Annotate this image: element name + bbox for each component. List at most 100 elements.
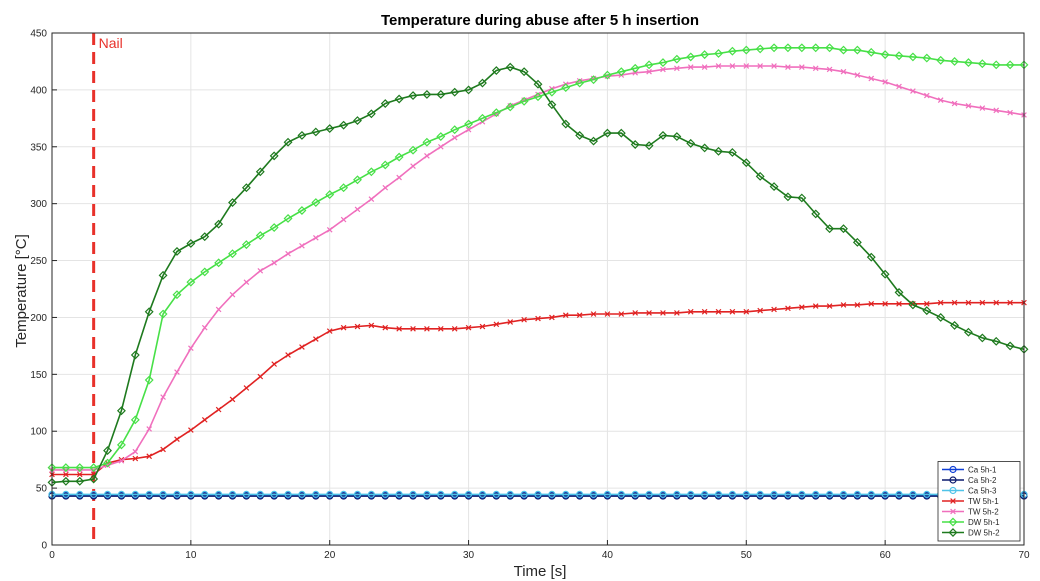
data-point [520,490,528,498]
data-point [464,85,474,95]
data-point [491,108,501,118]
data-point [797,193,807,203]
data-point [519,67,529,77]
data-point [576,312,583,318]
data-point [214,258,224,268]
data-point [424,325,430,332]
data-point [771,306,777,313]
data-point [380,99,390,108]
data-point [950,56,960,66]
data-point [89,474,99,484]
data-point [825,43,835,53]
data-point [146,453,153,460]
data-point [368,196,375,202]
axes: 0 10 20 30 40 50 60 70 0 50 100 150 200 250 300 350 400 4… [30,29,1030,562]
data-point [798,490,806,498]
data-point [741,45,751,55]
data-point [422,137,432,147]
data-point [297,130,307,140]
data-point [949,476,957,484]
data-point [660,310,666,316]
data-point [130,415,140,425]
series-dw-5h-1 [47,43,1029,473]
data-point [743,63,750,69]
data-point [839,45,848,55]
data-point [478,113,487,123]
data-point [951,299,958,306]
data-point [575,78,585,88]
data-point [505,62,515,72]
data-point [158,309,168,319]
data-point [285,250,291,257]
data-point [505,102,515,112]
series-plot-area [47,43,1029,500]
data-point [826,66,833,73]
data-point [382,184,389,191]
plot-frame [51,32,1025,546]
data-point [229,291,236,298]
data-point [256,490,264,498]
data-point [630,63,640,73]
data-point [284,490,292,498]
data-point [465,324,472,331]
data-point [408,91,418,101]
x-tick-label: 0 [49,550,55,561]
legend-entry: DW 5h-1 [942,517,1000,527]
y-tick-label: 150 [30,370,47,381]
data-point [200,267,210,277]
data-point [340,490,348,498]
data-point [311,198,321,207]
data-point [285,352,291,358]
data-point [923,490,931,498]
data-point [632,69,639,76]
data-point [241,240,251,250]
data-point [852,237,862,247]
data-point [451,325,458,332]
data-point [616,128,626,138]
data-point [784,490,792,498]
data-point [422,89,432,99]
data-point [521,316,527,323]
data-point [602,128,612,138]
data-point [451,134,458,141]
legend-label: TW 5h-2 [968,508,999,517]
data-point [950,320,960,330]
data-point [644,141,654,151]
data-point [882,300,888,307]
y-tick-label: 250 [30,256,47,267]
data-point [658,58,668,68]
data-point [90,490,98,498]
data-point [464,490,473,498]
data-point [700,143,710,153]
data-point [839,224,848,234]
x-tick-label: 10 [185,550,197,561]
data-point [117,490,126,498]
data-point [632,310,639,316]
data-point [89,463,99,473]
y-axis-title: Temperature [°C] [13,234,30,348]
data-point [618,311,625,317]
data-point [936,312,946,322]
data-point [354,323,361,330]
data-point [937,97,944,103]
data-point [811,209,821,219]
data-point [979,299,986,306]
data-point [103,458,112,468]
data-point [672,132,682,141]
data-point [103,490,112,498]
data-point [880,269,890,279]
data-point [910,88,916,94]
y-tick-label: 350 [30,142,47,153]
data-point [1005,341,1015,351]
data-point [283,214,293,223]
data-point [949,465,957,474]
legend-entry: TW 5h-2 [942,508,999,517]
data-point [769,43,779,53]
x-tick-label: 50 [741,550,753,561]
data-point [896,83,902,90]
data-point [604,311,611,317]
data-point [617,490,625,498]
data-point [839,490,848,498]
data-point [313,336,319,342]
